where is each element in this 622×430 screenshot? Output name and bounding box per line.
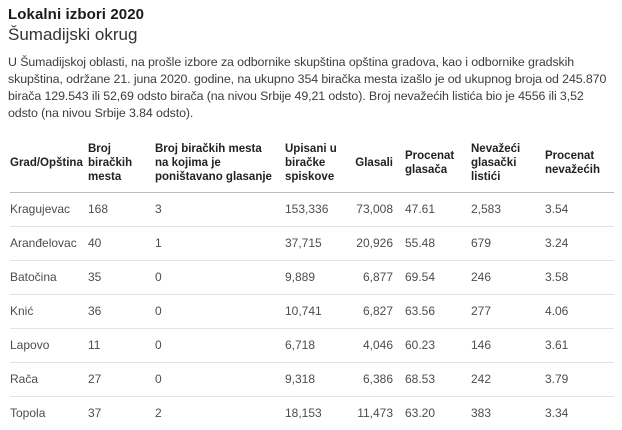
cell-invalid-percent: 4.06 — [545, 295, 614, 329]
cell-voted: 6,386 — [352, 363, 405, 397]
cell-annulled-stations: 0 — [155, 363, 285, 397]
cell-invalid-percent: 3.61 — [545, 329, 614, 363]
table-body: Kragujevac 168 3 153,336 73,008 47.61 2,… — [10, 193, 614, 430]
intro-paragraph: U Šumadijskoj oblasti, na prošle izbore … — [8, 54, 614, 122]
page-subtitle: Šumadijski okrug — [8, 24, 614, 46]
cell-registered-voters: 18,153 — [285, 397, 352, 430]
cell-municipality: Rača — [10, 363, 88, 397]
column-header-glasali: Glasali — [352, 134, 405, 193]
cell-polling-stations: 35 — [88, 261, 155, 295]
cell-invalid-ballots: 679 — [471, 227, 545, 261]
table-row-arandjelovac: Aranđelovac 40 1 37,715 20,926 55.48 679… — [10, 227, 614, 261]
cell-polling-stations: 40 — [88, 227, 155, 261]
table-header: Grad/Opština Broj biračkih mesta Broj bi… — [10, 134, 614, 193]
cell-municipality: Lapovo — [10, 329, 88, 363]
cell-municipality: Knić — [10, 295, 88, 329]
cell-registered-voters: 9,318 — [285, 363, 352, 397]
column-header-procenat-glasaca: Procenat glasača — [405, 134, 471, 193]
cell-polling-stations: 11 — [88, 329, 155, 363]
cell-invalid-ballots: 383 — [471, 397, 545, 430]
cell-polling-stations: 36 — [88, 295, 155, 329]
cell-registered-voters: 37,715 — [285, 227, 352, 261]
cell-turnout-percent: 63.56 — [405, 295, 471, 329]
table-row-lapovo: Lapovo 11 0 6,718 4,046 60.23 146 3.61 — [10, 329, 614, 363]
table-row-batocina: Batočina 35 0 9,889 6,877 69.54 246 3.58 — [10, 261, 614, 295]
cell-polling-stations: 27 — [88, 363, 155, 397]
cell-turnout-percent: 68.53 — [405, 363, 471, 397]
column-header-upisani: Upisani u biračke spiskove — [285, 134, 352, 193]
cell-voted: 6,827 — [352, 295, 405, 329]
table-row-kragujevac: Kragujevac 168 3 153,336 73,008 47.61 2,… — [10, 193, 614, 227]
cell-invalid-ballots: 146 — [471, 329, 545, 363]
cell-invalid-percent: 3.34 — [545, 397, 614, 430]
cell-registered-voters: 153,336 — [285, 193, 352, 227]
cell-annulled-stations: 1 — [155, 227, 285, 261]
cell-invalid-percent: 3.54 — [545, 193, 614, 227]
cell-registered-voters: 10,741 — [285, 295, 352, 329]
cell-annulled-stations: 0 — [155, 329, 285, 363]
cell-turnout-percent: 69.54 — [405, 261, 471, 295]
cell-municipality: Topola — [10, 397, 88, 430]
table-row-raca: Rača 27 0 9,318 6,386 68.53 242 3.79 — [10, 363, 614, 397]
cell-annulled-stations: 0 — [155, 261, 285, 295]
cell-annulled-stations: 0 — [155, 295, 285, 329]
cell-municipality: Aranđelovac — [10, 227, 88, 261]
cell-turnout-percent: 55.48 — [405, 227, 471, 261]
cell-registered-voters: 9,889 — [285, 261, 352, 295]
page-title: Lokalni izbori 2020 — [8, 5, 614, 24]
cell-municipality: Batočina — [10, 261, 88, 295]
column-header-ponistavano-glasanje: Broj biračkih mesta na kojima je poništa… — [155, 134, 285, 193]
cell-polling-stations: 37 — [88, 397, 155, 430]
cell-invalid-percent: 3.58 — [545, 261, 614, 295]
cell-invalid-ballots: 246 — [471, 261, 545, 295]
cell-annulled-stations: 3 — [155, 193, 285, 227]
cell-voted: 73,008 — [352, 193, 405, 227]
cell-voted: 11,473 — [352, 397, 405, 430]
table-header-row: Grad/Opština Broj biračkih mesta Broj bi… — [10, 134, 614, 193]
cell-invalid-ballots: 277 — [471, 295, 545, 329]
cell-polling-stations: 168 — [88, 193, 155, 227]
cell-invalid-ballots: 242 — [471, 363, 545, 397]
cell-annulled-stations: 2 — [155, 397, 285, 430]
cell-turnout-percent: 60.23 — [405, 329, 471, 363]
table-row-topola: Topola 37 2 18,153 11,473 63.20 383 3.34 — [10, 397, 614, 430]
cell-invalid-percent: 3.79 — [545, 363, 614, 397]
column-header-broj-birackih-mesta: Broj biračkih mesta — [88, 134, 155, 193]
cell-municipality: Kragujevac — [10, 193, 88, 227]
table-row-knic: Knić 36 0 10,741 6,827 63.56 277 4.06 — [10, 295, 614, 329]
column-header-grad-opstina: Grad/Opština — [10, 134, 88, 193]
cell-turnout-percent: 47.61 — [405, 193, 471, 227]
election-results-table: Grad/Opština Broj biračkih mesta Broj bi… — [10, 134, 614, 430]
cell-voted: 4,046 — [352, 329, 405, 363]
cell-invalid-percent: 3.24 — [545, 227, 614, 261]
cell-invalid-ballots: 2,583 — [471, 193, 545, 227]
cell-registered-voters: 6,718 — [285, 329, 352, 363]
column-header-procenat-nevazecih: Procenat nevažećih — [545, 134, 614, 193]
column-header-nevazeci-listici: Nevažeći glasački listići — [471, 134, 545, 193]
cell-voted: 6,877 — [352, 261, 405, 295]
cell-turnout-percent: 63.20 — [405, 397, 471, 430]
cell-voted: 20,926 — [352, 227, 405, 261]
